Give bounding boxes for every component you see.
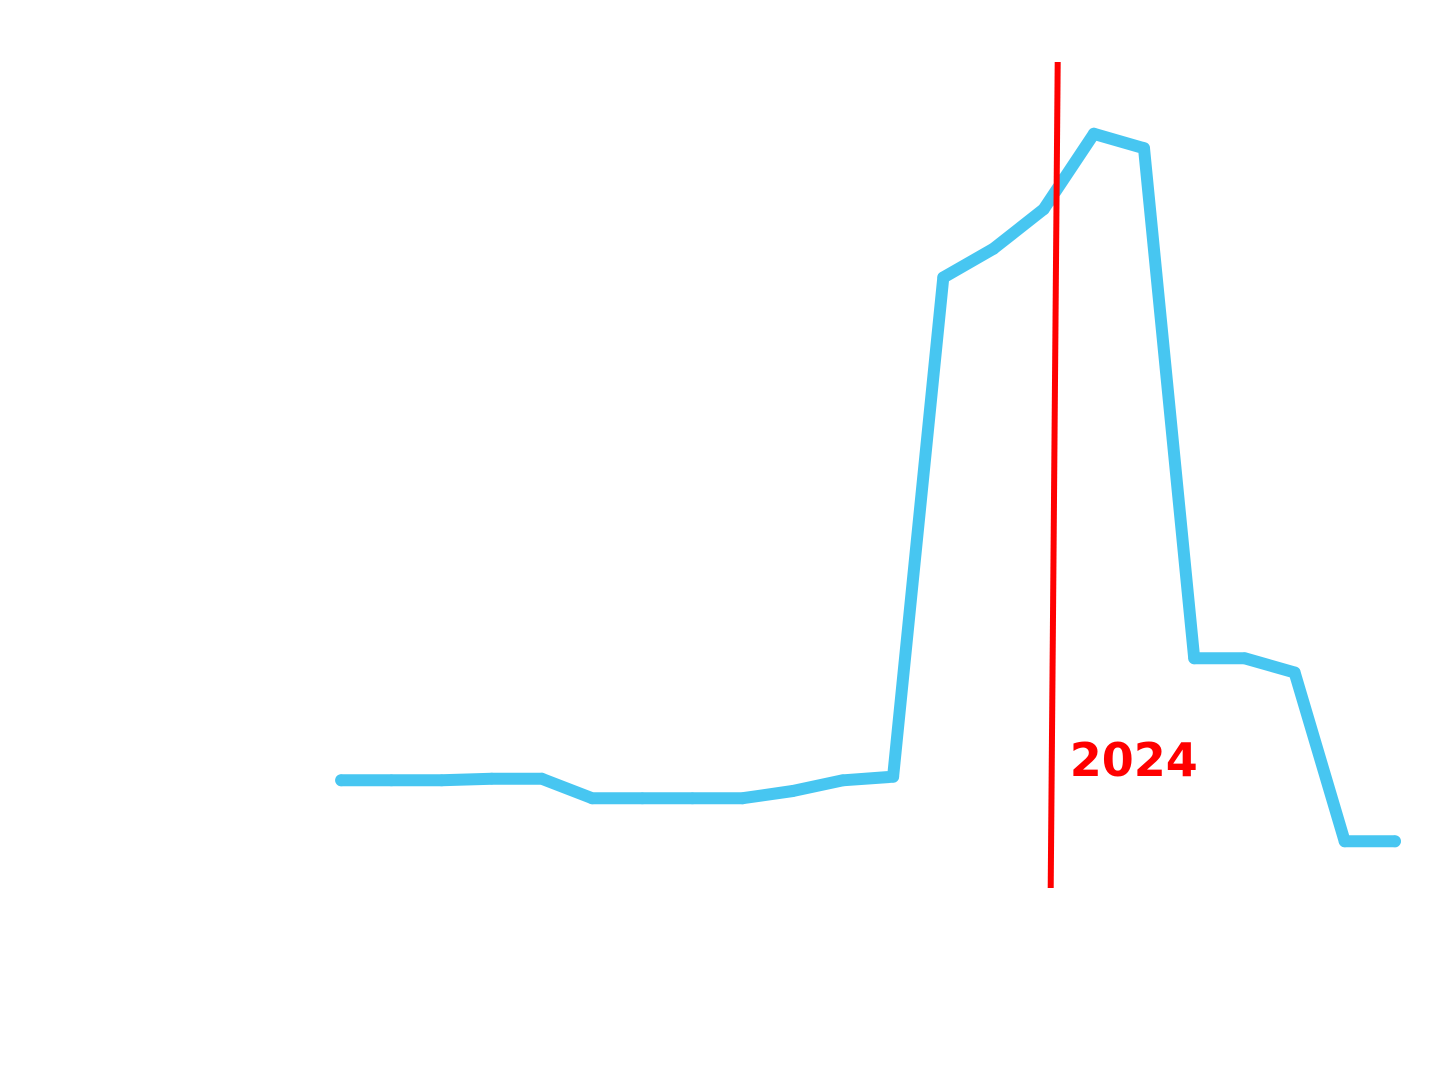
series-line-0 [335,127,1401,848]
year-marker-label: 2024 [1070,733,1198,787]
data-point [335,774,348,787]
data-point [736,792,749,805]
data-point [887,770,900,783]
data-point [385,774,398,787]
data-point [786,785,799,797]
data-point [1238,652,1251,665]
data-point [1188,652,1201,665]
data-point [1138,142,1150,155]
data-point [1037,203,1050,216]
data-point [636,792,649,805]
data-point [686,792,699,805]
annotation-layer: 2024 [1047,61,1198,889]
data-point [485,772,498,785]
data-point [1087,127,1100,140]
data-point [1338,835,1351,848]
data-point [987,242,1000,255]
data-point [586,792,599,805]
year-marker-line [1047,61,1061,889]
series-layer [335,127,1401,848]
data-point [435,774,448,787]
data-point [937,271,950,284]
data-point [837,774,849,787]
data-point [535,772,548,785]
data-point [1388,835,1401,848]
data-point [1288,666,1301,679]
